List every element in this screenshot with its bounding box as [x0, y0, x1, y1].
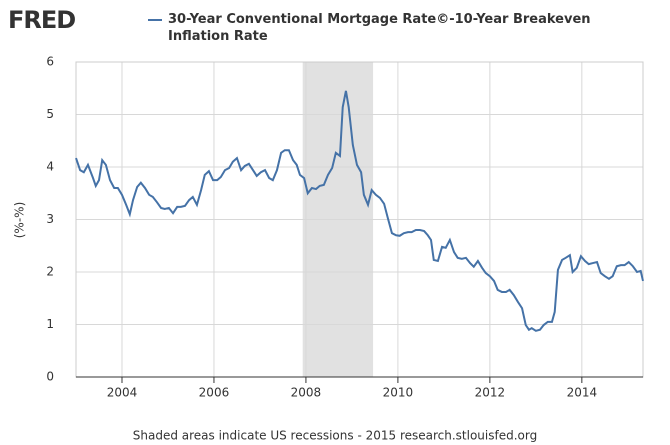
legend-swatch — [148, 19, 162, 21]
x-tick-label: 2012 — [475, 386, 506, 400]
y-tick-label: 2 — [46, 265, 54, 279]
legend: 30-Year Conventional Mortgage Rate©-10-Y… — [148, 11, 618, 45]
y-axis-label: (%-%) — [13, 202, 27, 239]
footer: Shaded areas indicate US recessions - 20… — [133, 429, 537, 443]
x-tick-label: 2010 — [383, 386, 414, 400]
legend-label: 30-Year Conventional Mortgage Rate©-10-Y… — [168, 12, 591, 44]
y-tick-label: 3 — [46, 212, 54, 226]
logo: FRED — [8, 6, 76, 34]
y-tick-label: 5 — [46, 107, 54, 121]
y-tick-label: 0 — [46, 370, 54, 384]
x-tick-label: 2014 — [567, 386, 598, 400]
x-tick-label: 2008 — [291, 386, 322, 400]
y-tick-label: 1 — [46, 317, 54, 331]
x-tick-label: 2006 — [199, 386, 230, 400]
legend-item: 30-Year Conventional Mortgage Rate©-10-Y… — [148, 11, 618, 45]
series-line — [75, 90, 644, 332]
y-tick-label: 6 — [46, 55, 54, 69]
x-tick-label: 2004 — [107, 386, 138, 400]
y-tick-label: 4 — [46, 160, 54, 174]
